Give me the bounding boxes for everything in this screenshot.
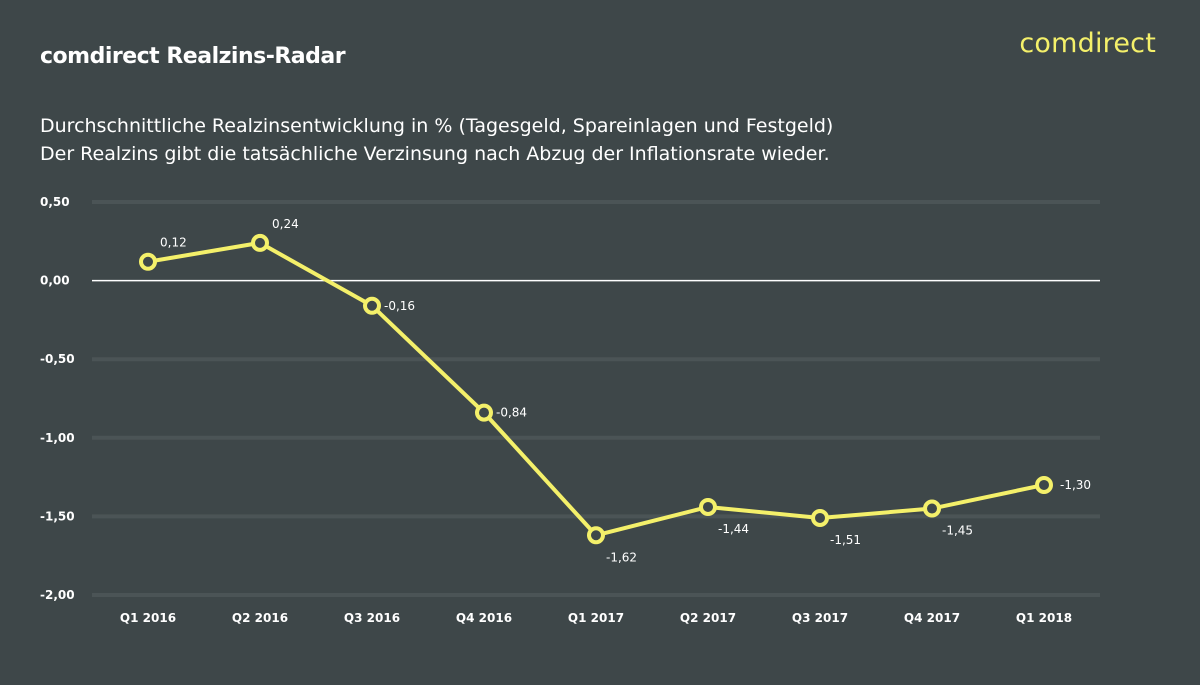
y-tick-label: -0,50 (40, 352, 75, 366)
brand-logo: comdirect (1019, 28, 1156, 59)
x-tick-label: Q3 2016 (344, 611, 400, 625)
data-points (139, 233, 1053, 545)
x-tick-label: Q2 2016 (232, 611, 288, 625)
data-point (811, 508, 829, 527)
data-label: 0,12 (160, 236, 187, 250)
x-tick-label: Q1 2017 (568, 611, 624, 625)
data-label: -1,45 (942, 524, 973, 538)
data-point (923, 499, 941, 518)
x-tick-label: Q4 2016 (456, 611, 512, 625)
chart-title: comdirect Realzins-Radar (40, 44, 346, 69)
subtitle-line-1: Durchschnittliche Realzinsentwicklung in… (40, 115, 834, 137)
y-tick-label: 0,50 (40, 195, 70, 209)
data-point (699, 497, 717, 516)
x-tick-label: Q1 2016 (120, 611, 176, 625)
data-label: -1,30 (1060, 478, 1091, 492)
data-label: -0,84 (496, 406, 527, 420)
x-tick-label: Q2 2017 (680, 611, 736, 625)
data-point (1035, 475, 1053, 494)
y-tick-label: 0,00 (40, 274, 70, 288)
chart-subtitle: Durchschnittliche Realzinsentwicklung in… (40, 112, 833, 168)
data-label: -1,44 (718, 522, 749, 536)
data-label: -1,62 (606, 550, 637, 564)
subtitle-line-2: Der Realzins gibt die tatsächliche Verzi… (40, 143, 830, 165)
y-tick-label: -2,00 (40, 588, 75, 602)
data-point (475, 403, 493, 422)
data-label: -0,16 (384, 299, 415, 313)
x-tick-label: Q4 2017 (904, 611, 960, 625)
data-point (363, 296, 381, 315)
x-tick-label: Q3 2017 (792, 611, 848, 625)
data-point (251, 233, 269, 252)
data-label: 0,24 (272, 217, 299, 231)
data-labels: 0,12 0,24 -0,16 -0,84 -1,62 -1,44 -1,51 -1,45 -1… (160, 217, 1091, 564)
data-label: -1,51 (830, 533, 861, 547)
y-tick-label: -1,00 (40, 431, 75, 445)
data-point (587, 526, 605, 545)
x-axis-ticks: Q1 2016 Q2 2016 Q3 2016 Q4 2016 Q1 2017 Q2 20… (120, 611, 1072, 625)
series-line-layer (146, 240, 1046, 538)
y-tick-label: -1,50 (40, 509, 75, 523)
grid-layer (92, 200, 1100, 597)
data-point (139, 252, 157, 271)
series-line (146, 240, 1046, 538)
x-tick-label: Q1 2018 (1016, 611, 1072, 625)
y-axis-ticks: 0,50 0,00 -0,50 -1,00 -1,50 -2,00 (40, 195, 75, 602)
